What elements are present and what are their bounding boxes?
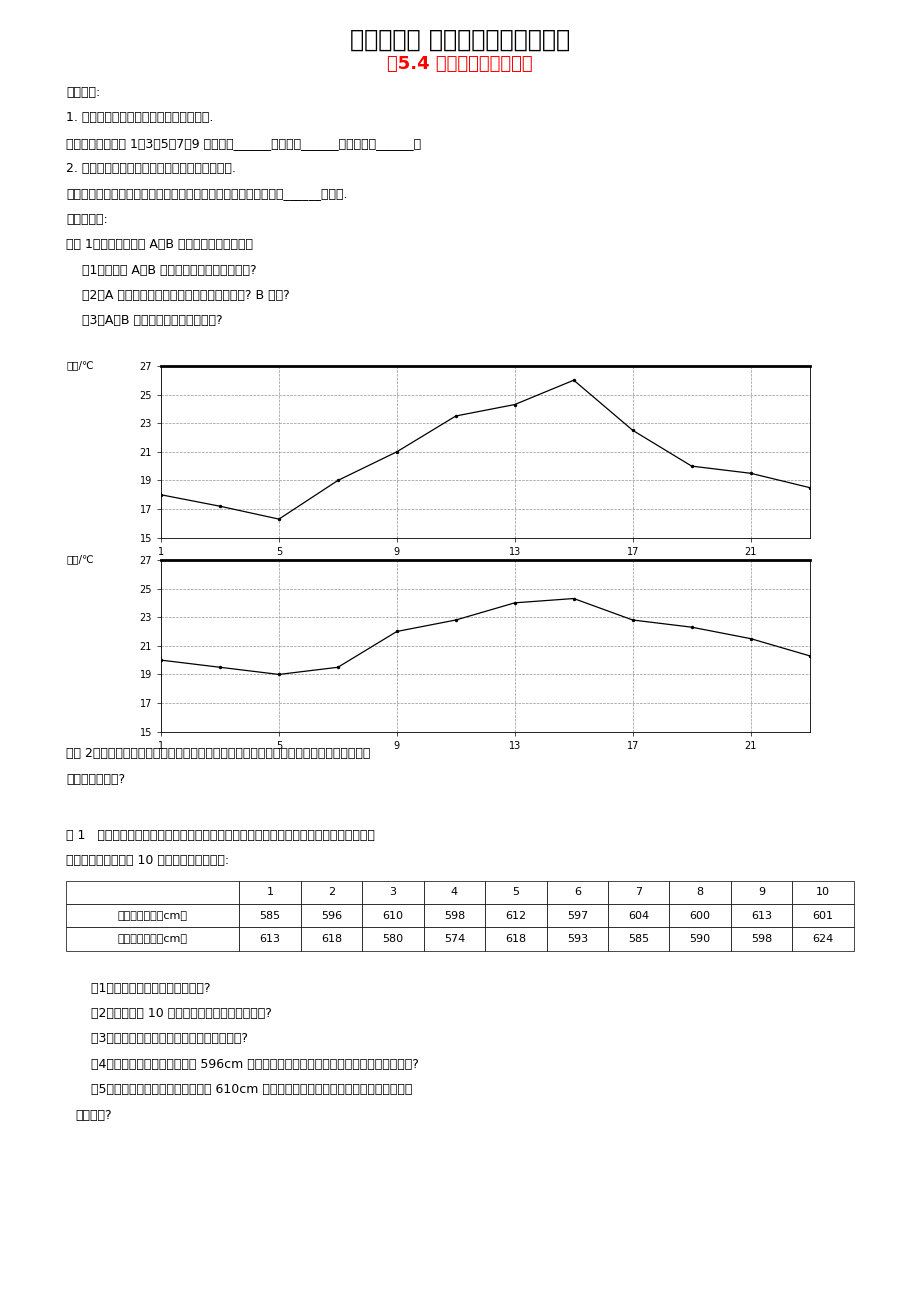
Text: 对这两名选手测试了 10 次，测试成绩如下表:: 对这两名选手测试了 10 次，测试成绩如下表:	[66, 854, 229, 867]
Text: 问题 2：我们知道，一组数据的方差越小，这组数据就越稳定，那么，是不是方差越小就表: 问题 2：我们知道，一组数据的方差越小，这组数据就越稳定，那么，是不是方差越小就…	[66, 747, 370, 760]
Text: （5）如果历届比赛表明，成绩达到 610cm 就能打破记录，你认为了打破记录应选谁参加: （5）如果历届比赛表明，成绩达到 610cm 就能打破记录，你认为了打破记录应选…	[75, 1083, 413, 1096]
Text: （1）这一天 A、B 两地的平均气温分别是多少?: （1）这一天 A、B 两地的平均气温分别是多少?	[66, 263, 256, 276]
Text: 示这组数据越好?: 示这组数据越好?	[66, 773, 125, 785]
Text: 问题 1：如图是某一天 A、B 两地的气温变化图．问: 问题 1：如图是某一天 A、B 两地的气温变化图．问	[66, 238, 253, 251]
Text: （3）A、B 两地的气候各有什么特点?: （3）A、B 两地的气候各有什么特点?	[66, 314, 222, 327]
Text: 《5.4 数据的波动（二）》: 《5.4 数据的波动（二）》	[387, 55, 532, 73]
Text: 气温/℃: 气温/℃	[66, 555, 94, 565]
Text: 思考题：一组数据 1，3，5，7，9 的极差是______，方差是______，标准差是______．: 思考题：一组数据 1，3，5，7，9 的极差是______，方差是______，…	[66, 137, 421, 150]
Text: 1. 进一步了解极差、方差、标准差的求法.: 1. 进一步了解极差、方差、标准差的求法.	[66, 111, 213, 124]
Text: （3）这两名运动员的运动成绩各有什么特点?: （3）这两名运动员的运动成绩各有什么特点?	[75, 1032, 248, 1046]
Text: 问题与题例:: 问题与题例:	[66, 212, 108, 225]
Text: 气温/℃: 气温/℃	[66, 361, 94, 371]
Text: （2）A 地这一天气温的极差、方差分别是多少? B 地呢?: （2）A 地这一天气温的极差、方差分别是多少? B 地呢?	[66, 289, 289, 302]
Text: 思考题：极差、方差、标准差这三个统计量是用来衡量一组数据的______大小的.: 思考题：极差、方差、标准差这三个统计量是用来衡量一组数据的______大小的.	[66, 187, 347, 201]
Text: 2. 会用极差、方差、标准差对实际问题做出判断.: 2. 会用极差、方差、标准差对实际问题做出判断.	[66, 161, 236, 174]
Text: 这项比赛?: 这项比赛?	[75, 1108, 112, 1121]
Text: （1）他们的平均成绩分别是多少?: （1）他们的平均成绩分别是多少?	[75, 982, 210, 995]
Text: （新教材） 北师大版精品数学资料: （新教材） 北师大版精品数学资料	[349, 27, 570, 51]
Text: （4）历届比赛表明，成绩达到 596cm 就很可能夸冠，你认为了夸冠应选谁参加这项比赛?: （4）历届比赛表明，成绩达到 596cm 就很可能夸冠，你认为了夸冠应选谁参加这…	[75, 1057, 419, 1070]
Text: （2）甲、乙这 10 次比赛成绩的方差分别是多少?: （2）甲、乙这 10 次比赛成绩的方差分别是多少?	[75, 1006, 272, 1019]
Text: 学习目标:: 学习目标:	[66, 86, 100, 99]
Text: 例 1   某校从甲、乙两名优秀选手中选一名选手参加全市中学生运动会跳远比赛．该校预先: 例 1 某校从甲、乙两名优秀选手中选一名选手参加全市中学生运动会跳远比赛．该校预…	[66, 828, 375, 841]
